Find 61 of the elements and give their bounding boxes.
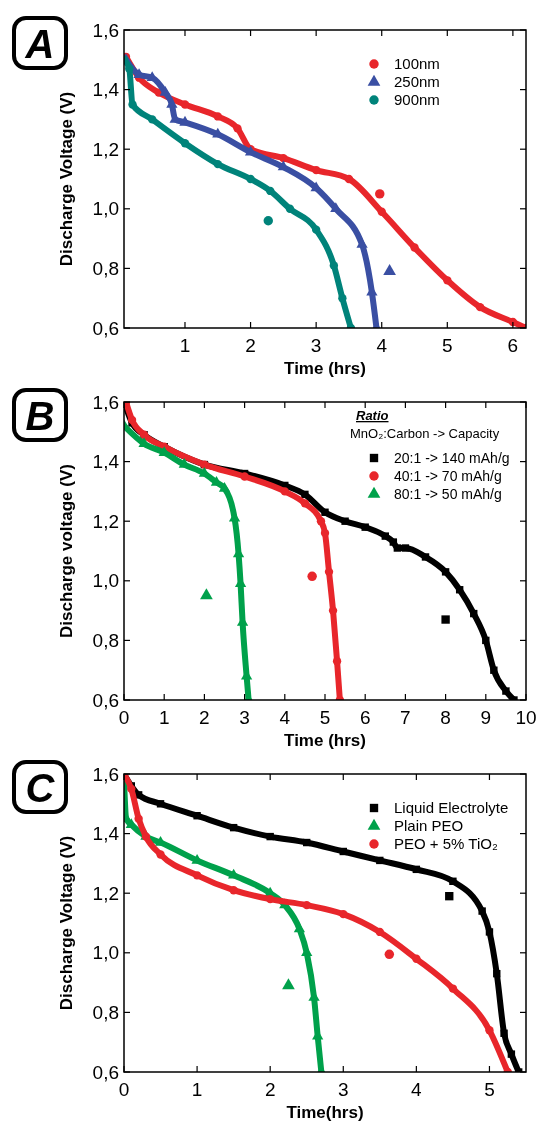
x-tick-label: 2 <box>245 335 256 356</box>
x-tick-label: 3 <box>337 1079 349 1100</box>
x-tick-label: 5 <box>484 1079 495 1100</box>
y-tick-label: 1,6 <box>92 19 119 41</box>
x-axis-title: Time (hrs) <box>284 359 366 378</box>
y-tick-label: 1,2 <box>92 882 119 904</box>
y-tick-label: 1,4 <box>92 451 120 473</box>
x-tick-label: 0 <box>118 1079 130 1100</box>
y-tick-label: 1,4 <box>92 823 120 845</box>
x-tick-label: 2 <box>264 1079 276 1100</box>
x-tick-label: 1 <box>191 1079 203 1100</box>
y-tick-label: 1,4 <box>92 79 120 101</box>
y-tick-label: 0,6 <box>92 1061 119 1083</box>
x-tick-label: 9 <box>480 707 492 728</box>
x-tick-label: 4 <box>279 707 291 728</box>
y-tick-label: 0,8 <box>92 1002 119 1024</box>
y-axis-title: Discharge voltage (V) <box>57 464 76 638</box>
x-tick-label: 4 <box>376 335 388 356</box>
legend-label: Plain PEO <box>394 817 464 835</box>
legend-label: 40:1 -> 70 mAh/g <box>394 467 502 484</box>
y-tick-label: 1,0 <box>92 942 119 964</box>
legend-label: 100nm <box>394 55 440 73</box>
x-tick-label: 6 <box>359 707 371 728</box>
x-tick-label: 4 <box>411 1079 423 1100</box>
y-axis-title: Discharge Voltage (V) <box>57 91 76 267</box>
y-tick-label: 1,0 <box>92 198 119 220</box>
x-tick-label: 5 <box>442 335 453 356</box>
x-tick-label: 7 <box>400 707 411 728</box>
legend-label: 900nm <box>394 91 440 109</box>
x-tick-label: 0 <box>118 707 130 728</box>
x-tick-label: 3 <box>239 707 250 728</box>
y-tick-label: 1,2 <box>92 138 119 160</box>
legend-label: 80:1 -> 50 mAh/g <box>394 485 502 502</box>
annotation: MnO₂:Carbon -> Capacity <box>350 426 500 441</box>
y-tick-label: 1,2 <box>92 510 119 532</box>
chart-title: C <box>25 766 56 810</box>
x-tick-label: 10 <box>515 707 537 728</box>
legend-title: Ratio <box>356 408 389 423</box>
legend-label: PEO + 5% TiO₂ <box>394 835 498 853</box>
x-tick-label: 1 <box>179 335 191 356</box>
x-tick-label: 1 <box>158 707 170 728</box>
chart-title: B <box>25 394 55 438</box>
y-tick-label: 1,0 <box>92 570 119 592</box>
y-tick-label: 0,6 <box>92 317 119 339</box>
y-tick-label: 0,8 <box>92 258 119 280</box>
legend-label: 250nm <box>394 73 440 91</box>
x-tick-label: 2 <box>199 707 210 728</box>
legend-label: Liquid Electrolyte <box>394 799 509 817</box>
x-tick-label: 6 <box>507 335 519 356</box>
x-axis-title: Time(hrs) <box>286 1103 364 1122</box>
chart-title: A <box>24 22 55 66</box>
x-tick-label: 5 <box>319 707 331 728</box>
x-tick-label: 8 <box>440 707 451 728</box>
x-tick-label: 3 <box>310 335 322 356</box>
legend-label: 20:1 -> 140 mAh/g <box>394 449 510 466</box>
y-tick-label: 0,8 <box>92 630 119 652</box>
y-tick-label: 1,6 <box>92 391 119 413</box>
y-tick-label: 0,6 <box>92 689 119 711</box>
y-axis-title: Discharge Voltage (V) <box>57 835 76 1011</box>
x-axis-title: Time (hrs) <box>284 731 366 750</box>
y-tick-label: 1,6 <box>92 763 119 785</box>
